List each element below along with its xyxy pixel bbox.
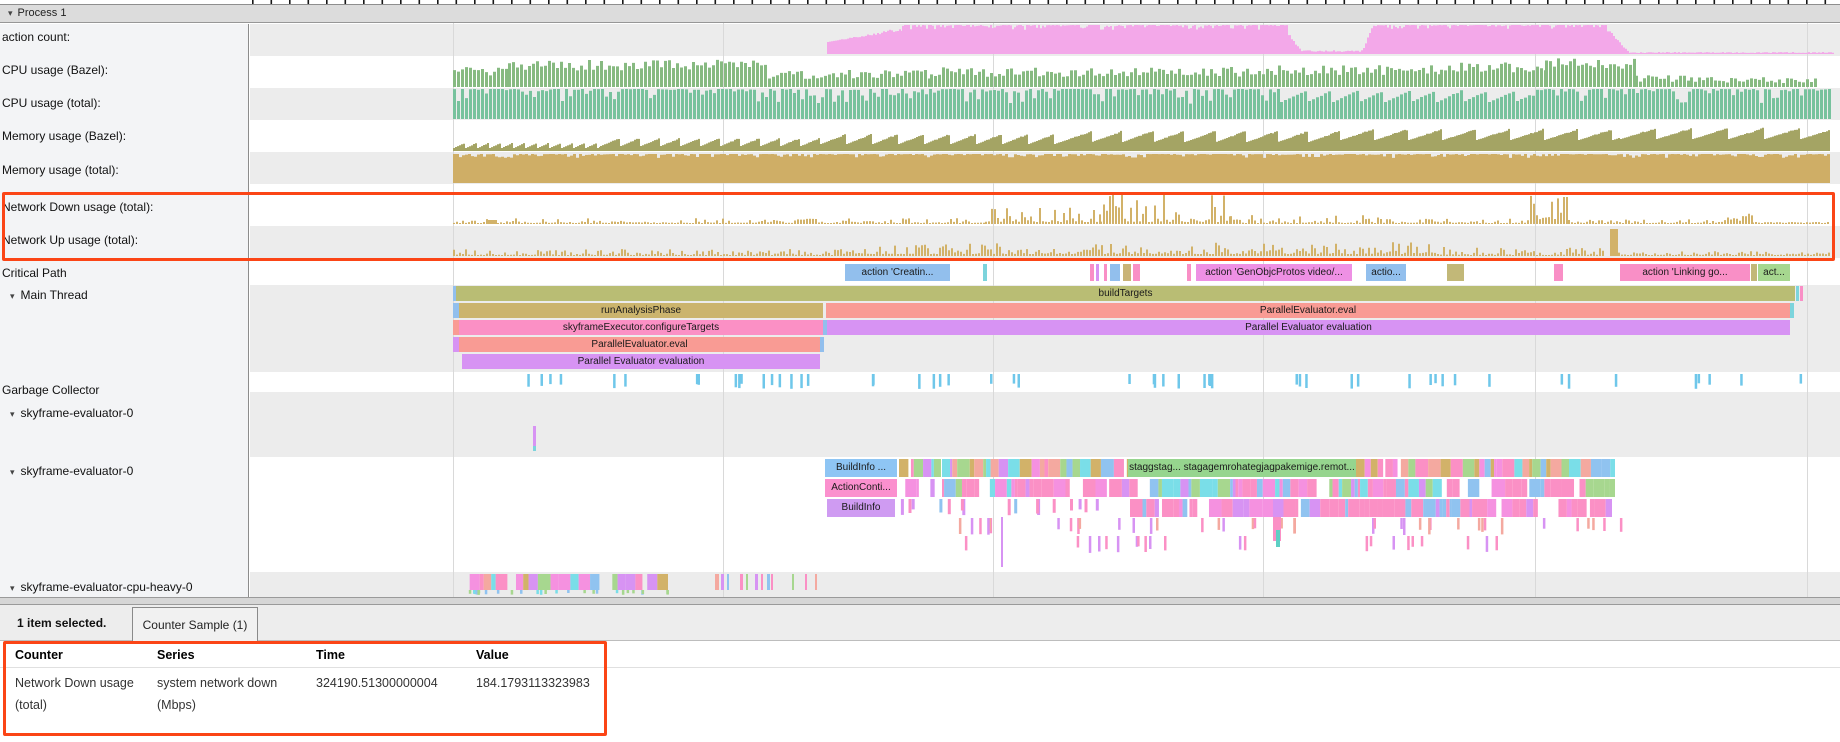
collapse-icon[interactable]: ▾ [8, 8, 13, 18]
critical-path-slice-actio[interactable]: actio... [1366, 264, 1406, 281]
evaluator-slice-staggstag-stagagemrohategjagpakemige-remot[interactable]: staggstag... stagagemrohategjagpakemige.… [1128, 459, 1356, 477]
main-thread-slice-tick[interactable] [1796, 286, 1799, 301]
main-thread-slice-tick[interactable] [823, 320, 827, 335]
table-header-counter[interactable]: Counter [15, 648, 63, 662]
critical-path-slice-action-creatin[interactable]: action 'Creatin... [845, 264, 950, 281]
counter-line-2: (total) [15, 698, 47, 712]
track-label-cpu-usage-total: CPU usage (total): [2, 96, 101, 110]
critical-path-slice-tick[interactable] [1554, 264, 1563, 281]
track-label-cpu-usage-bazel: CPU usage (Bazel): [2, 63, 109, 77]
table-header-divider [0, 667, 1840, 668]
critical-path-slice-tick[interactable] [1096, 264, 1099, 281]
track-label-sidebar: action count: CPU usage (Bazel): CPU usage… [0, 24, 249, 597]
main-thread-slice-runanalysisphase[interactable]: runAnalysisPhase [459, 303, 823, 318]
track-label-skyframe-evaluator-0[interactable]: ▾ skyframe-evaluator-0 [10, 464, 134, 478]
critical-path-slice-action-genobjcprotos-video[interactable]: action 'GenObjcProtos video/... [1196, 264, 1352, 281]
table-header-time[interactable]: Time [316, 648, 345, 662]
timeline-ruler[interactable] [0, 0, 1840, 4]
table-header-value[interactable]: Value [476, 648, 509, 662]
track-label-skyframe-evaluator-cpu-heavy-0[interactable]: ▾ skyframe-evaluator-cpu-heavy-0 [10, 580, 193, 594]
main-thread-slice-tick[interactable] [1790, 303, 1794, 318]
analysis-panel-tabstrip [0, 605, 1840, 641]
track-label-action-count: action count: [2, 30, 71, 44]
critical-path-slice-tick[interactable] [1187, 264, 1191, 281]
critical-path-slice-tick[interactable] [1123, 264, 1131, 281]
track-label-skyframe-evaluator-0[interactable]: ▾ skyframe-evaluator-0 [10, 406, 134, 420]
critical-path-slice-tick[interactable] [1751, 264, 1757, 281]
track-label-critical-path: Critical Path [2, 266, 67, 280]
table-cell-counter[interactable]: Network Down usage (total) [15, 672, 147, 716]
critical-path-slice-tick[interactable] [1110, 264, 1120, 281]
process-header[interactable]: ▾ Process 1 [0, 4, 1840, 23]
evaluator-slice-buildinfo[interactable]: BuildInfo ... [825, 459, 897, 477]
collapse-icon[interactable]: ▾ [10, 583, 15, 593]
collapse-icon[interactable]: ▾ [10, 409, 15, 419]
timeline-row-skyframe-evaluator-cpu-heavy-0[interactable] [250, 572, 1840, 597]
critical-path-slice-tick[interactable] [1090, 264, 1094, 281]
main-thread-slice-skyframeexecutor-configuretargets[interactable]: skyframeExecutor.configureTargets [459, 320, 823, 335]
highlight-box-table [3, 641, 607, 736]
table-header-series[interactable]: Series [157, 648, 195, 662]
main-thread-slice-parallel-evaluator-evaluation[interactable]: Parallel Evaluator evaluation [462, 354, 820, 369]
track-label-main-thread[interactable]: ▾ Main Thread [10, 288, 88, 302]
panel-splitter[interactable] [0, 597, 1840, 605]
main-thread-slice-tick[interactable] [453, 303, 459, 318]
collapse-icon[interactable]: ▾ [10, 467, 15, 477]
critical-path-slice-tick[interactable] [983, 264, 987, 281]
track-label-garbage-collector: Garbage Collector [2, 383, 100, 397]
timeline-row-skyframe-evaluator-0-a[interactable] [250, 392, 1840, 457]
table-cell-series[interactable]: system network down (Mbps) [157, 672, 307, 716]
main-thread-slice-tick[interactable] [1800, 286, 1803, 301]
series-line-2: (Mbps) [157, 698, 196, 712]
collapse-icon[interactable]: ▾ [10, 291, 15, 301]
highlight-box-network-rows [2, 192, 1835, 261]
evaluator-slice-actionconti[interactable]: ActionConti... [825, 479, 897, 497]
critical-path-slice-act[interactable]: act... [1758, 264, 1790, 281]
slice-layer: action 'Creatin... action 'GenObjcProtos … [453, 264, 1803, 517]
selection-status: 1 item selected. [17, 616, 107, 630]
critical-path-slice-tick[interactable] [1447, 264, 1464, 281]
main-thread-slice-parallelevaluator-eval[interactable]: ParallelEvaluator.eval [459, 337, 820, 352]
main-thread-slice-tick[interactable] [820, 337, 824, 352]
timeline-row-critical-path[interactable] [250, 258, 1840, 285]
critical-path-slice-tick[interactable] [1104, 264, 1107, 281]
table-cell-time[interactable]: 324190.51300000004 [316, 676, 438, 690]
main-thread-slice-tick[interactable] [453, 337, 459, 352]
track-label-memory-usage-total: Memory usage (total): [2, 163, 119, 177]
process-header-label: Process 1 [17, 7, 67, 19]
main-thread-slice-parallel-evaluator-evaluation[interactable]: Parallel Evaluator evaluation [827, 320, 1790, 335]
track-label-network-down-usage-total: Network Down usage (total): [2, 200, 154, 214]
track-label-memory-usage-bazel: Memory usage (Bazel): [2, 129, 127, 143]
gridline [1807, 4, 1808, 597]
track-label-network-up-usage-total: Network Up usage (total): [2, 233, 139, 247]
critical-path-slice-tick[interactable] [1133, 264, 1140, 281]
main-thread-slice-tick[interactable] [453, 320, 459, 335]
evaluator-slice-buildinfo[interactable]: BuildInfo [827, 499, 895, 517]
critical-path-slice-action-linking-go[interactable]: action 'Linking go... [1620, 264, 1750, 281]
series-line-1: system network down [157, 676, 278, 690]
counter-line-1: Network Down usage [15, 676, 134, 690]
main-thread-slice-parallelevaluator-eval[interactable]: ParallelEvaluator.eval [826, 303, 1790, 318]
table-cell-value[interactable]: 184.1793113323983 [476, 676, 590, 690]
tab-counter-sample[interactable]: Counter Sample (1) [132, 607, 258, 641]
main-thread-slice-buildtargets[interactable]: buildTargets [456, 286, 1795, 301]
main-thread-slice-tick[interactable] [453, 286, 456, 301]
